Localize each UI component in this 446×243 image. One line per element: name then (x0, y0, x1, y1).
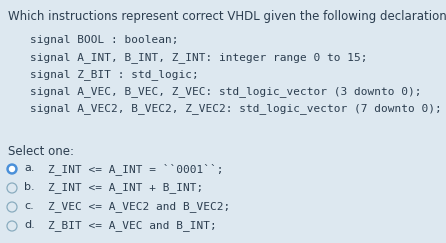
Text: Which instructions represent correct VHDL given the following declarations ?: Which instructions represent correct VHD… (8, 10, 446, 23)
Text: Z_INT <= A_INT + B_INT;: Z_INT <= A_INT + B_INT; (48, 182, 203, 193)
Text: d.: d. (24, 220, 35, 230)
Circle shape (7, 164, 17, 174)
Text: signal BOOL : boolean;: signal BOOL : boolean; (30, 35, 178, 45)
Text: b.: b. (24, 182, 35, 192)
Text: signal A_VEC2, B_VEC2, Z_VEC2: std_logic_vector (7 downto 0);: signal A_VEC2, B_VEC2, Z_VEC2: std_logic… (30, 103, 442, 114)
Text: signal A_INT, B_INT, Z_INT: integer range 0 to 15;: signal A_INT, B_INT, Z_INT: integer rang… (30, 52, 368, 63)
Text: Select one:: Select one: (8, 145, 74, 158)
Text: signal Z_BIT : std_logic;: signal Z_BIT : std_logic; (30, 69, 199, 80)
Text: signal A_VEC, B_VEC, Z_VEC: std_logic_vector (3 downto 0);: signal A_VEC, B_VEC, Z_VEC: std_logic_ve… (30, 86, 421, 97)
Text: Z_VEC <= A_VEC2 and B_VEC2;: Z_VEC <= A_VEC2 and B_VEC2; (48, 201, 230, 212)
Circle shape (9, 166, 15, 172)
Text: c.: c. (24, 201, 34, 211)
Text: a.: a. (24, 163, 34, 173)
Text: Z_INT <= A_INT = ``0001``;: Z_INT <= A_INT = ``0001``; (48, 163, 223, 175)
Text: Z_BIT <= A_VEC and B_INT;: Z_BIT <= A_VEC and B_INT; (48, 220, 217, 231)
